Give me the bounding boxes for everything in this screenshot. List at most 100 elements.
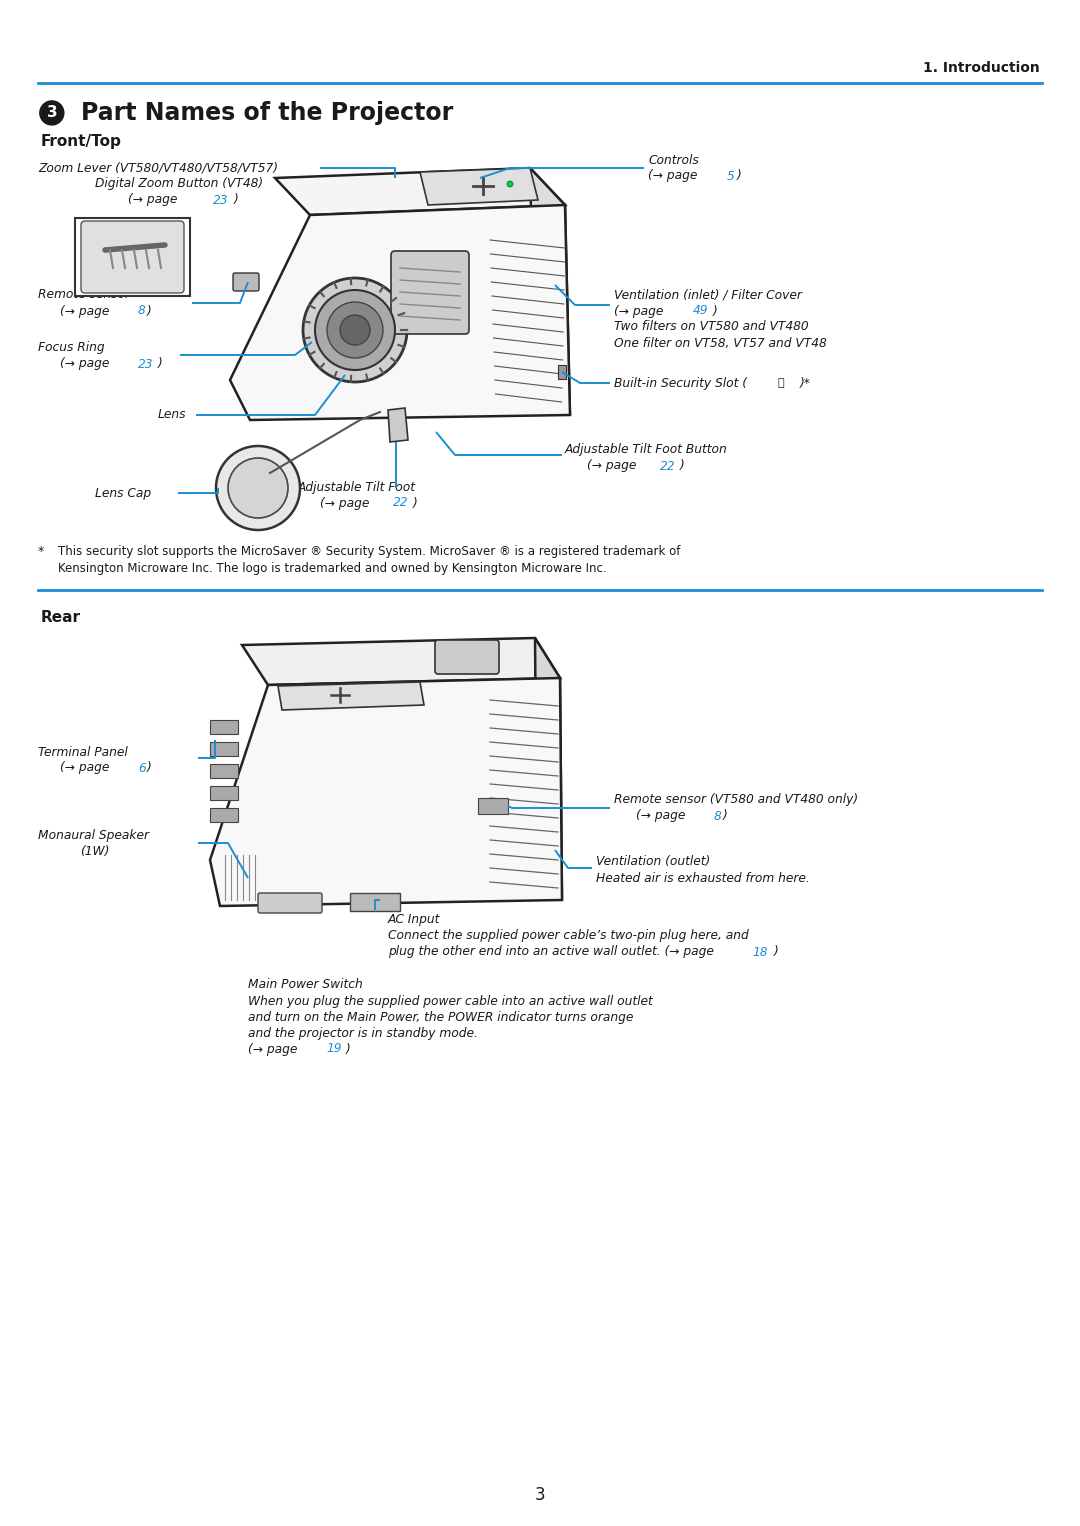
Text: Remote sensor: Remote sensor: [38, 288, 130, 302]
Text: (→ page: (→ page: [129, 194, 181, 206]
Text: (→ page: (→ page: [248, 1042, 301, 1056]
Text: (→ page: (→ page: [60, 305, 113, 317]
Text: ): ): [774, 946, 779, 958]
Text: Ventilation (inlet) / Filter Cover: Ventilation (inlet) / Filter Cover: [615, 288, 801, 302]
Text: (→ page: (→ page: [60, 761, 113, 775]
Circle shape: [216, 446, 300, 530]
Text: (→ page: (→ page: [320, 496, 374, 510]
Text: ): ): [147, 761, 152, 775]
Circle shape: [340, 314, 370, 345]
Text: Lens Cap: Lens Cap: [95, 487, 151, 499]
Polygon shape: [530, 168, 570, 415]
Text: ): ): [346, 1042, 351, 1056]
FancyBboxPatch shape: [258, 893, 322, 913]
Polygon shape: [210, 678, 562, 906]
Text: ): ): [680, 459, 685, 473]
Text: Ventilation (outlet): Ventilation (outlet): [596, 856, 711, 868]
Circle shape: [40, 101, 64, 125]
Text: 22: 22: [660, 459, 675, 473]
Text: and the projector is in standby mode.: and the projector is in standby mode.: [248, 1027, 477, 1039]
Text: ): ): [737, 169, 742, 183]
Text: Built-in Security Slot (: Built-in Security Slot (: [615, 377, 747, 389]
Text: Adjustable Tilt Foot: Adjustable Tilt Foot: [298, 482, 416, 494]
Text: 3: 3: [46, 105, 57, 121]
Bar: [210, 742, 238, 755]
Text: )*: )*: [800, 377, 811, 389]
Text: (1W): (1W): [80, 844, 109, 858]
Text: 1. Introduction: 1. Introduction: [923, 61, 1040, 75]
Text: 8: 8: [714, 809, 721, 823]
Text: This security slot supports the MicroSaver ® Security System. MicroSaver ® is a : This security slot supports the MicroSav…: [58, 545, 680, 559]
Text: AC Input: AC Input: [388, 914, 441, 926]
Bar: [210, 807, 238, 823]
Text: Controls: Controls: [648, 154, 699, 166]
Text: Remote sensor (VT580 and VT480 only): Remote sensor (VT580 and VT480 only): [615, 794, 859, 807]
Circle shape: [303, 278, 407, 382]
Text: ): ): [147, 305, 152, 317]
Text: Rear: Rear: [41, 610, 81, 626]
Text: ): ): [158, 357, 163, 371]
Bar: [210, 720, 238, 734]
Text: Zoom Lever (VT580/VT480/VT58/VT57): Zoom Lever (VT580/VT480/VT58/VT57): [38, 162, 278, 174]
Polygon shape: [242, 638, 561, 685]
Text: Digital Zoom Button (VT48): Digital Zoom Button (VT48): [95, 177, 264, 191]
FancyBboxPatch shape: [233, 273, 259, 291]
FancyBboxPatch shape: [81, 221, 184, 293]
Bar: [558, 365, 566, 378]
Text: 5: 5: [727, 169, 734, 183]
Text: 23: 23: [138, 357, 153, 371]
Text: 19: 19: [326, 1042, 341, 1056]
Circle shape: [228, 458, 288, 517]
Text: (→ page: (→ page: [60, 357, 113, 371]
Polygon shape: [388, 407, 408, 443]
Bar: [210, 786, 238, 800]
Text: 8: 8: [138, 305, 146, 317]
Text: 49: 49: [693, 305, 708, 317]
Text: Main Power Switch: Main Power Switch: [248, 978, 363, 992]
Text: 6: 6: [138, 761, 146, 775]
Bar: [478, 798, 508, 813]
FancyBboxPatch shape: [391, 250, 469, 334]
Text: Front/Top: Front/Top: [41, 134, 122, 150]
Text: (→ page: (→ page: [648, 169, 701, 183]
Text: ): ): [234, 194, 239, 206]
Text: ): ): [713, 305, 718, 317]
Text: *: *: [38, 545, 44, 559]
Text: Heated air is exhausted from here.: Heated air is exhausted from here.: [596, 871, 810, 885]
Text: Terminal Panel: Terminal Panel: [38, 746, 127, 758]
Text: (→ page: (→ page: [615, 305, 667, 317]
Text: Connect the supplied power cable’s two-pin plug here, and: Connect the supplied power cable’s two-p…: [388, 929, 748, 943]
Text: Two filters on VT580 and VT480: Two filters on VT580 and VT480: [615, 320, 809, 334]
Text: plug the other end into an active wall outlet. (→ page: plug the other end into an active wall o…: [388, 946, 718, 958]
Circle shape: [315, 290, 395, 369]
Bar: [350, 893, 400, 911]
Text: One filter on VT58, VT57 and VT48: One filter on VT58, VT57 and VT48: [615, 337, 827, 349]
Polygon shape: [275, 168, 565, 215]
Polygon shape: [230, 204, 570, 420]
Polygon shape: [420, 168, 538, 204]
Circle shape: [507, 182, 513, 188]
Text: 22: 22: [393, 496, 408, 510]
Text: Adjustable Tilt Foot Button: Adjustable Tilt Foot Button: [565, 444, 728, 456]
Text: 🔒: 🔒: [778, 378, 785, 388]
Text: 3: 3: [535, 1486, 545, 1505]
Polygon shape: [278, 682, 424, 710]
Bar: [210, 765, 238, 778]
Text: 18: 18: [752, 946, 768, 958]
Text: When you plug the supplied power cable into an active wall outlet: When you plug the supplied power cable i…: [248, 995, 652, 1007]
Text: (→ page: (→ page: [588, 459, 640, 473]
Text: and turn on the Main Power, the POWER indicator turns orange: and turn on the Main Power, the POWER in…: [248, 1010, 633, 1024]
Text: Part Names of the Projector: Part Names of the Projector: [81, 101, 454, 125]
Polygon shape: [535, 638, 562, 900]
Text: Lens: Lens: [158, 409, 187, 421]
Text: ): ): [723, 809, 728, 823]
Text: Monaural Speaker: Monaural Speaker: [38, 829, 149, 841]
Text: 23: 23: [213, 194, 229, 206]
Text: ): ): [413, 496, 418, 510]
Text: Kensington Microware Inc. The logo is trademarked and owned by Kensington Microw: Kensington Microware Inc. The logo is tr…: [58, 562, 607, 575]
Text: (→ page: (→ page: [636, 809, 689, 823]
Circle shape: [327, 302, 383, 359]
Bar: [75, 218, 190, 296]
FancyBboxPatch shape: [435, 639, 499, 674]
Text: Focus Ring: Focus Ring: [38, 342, 105, 354]
